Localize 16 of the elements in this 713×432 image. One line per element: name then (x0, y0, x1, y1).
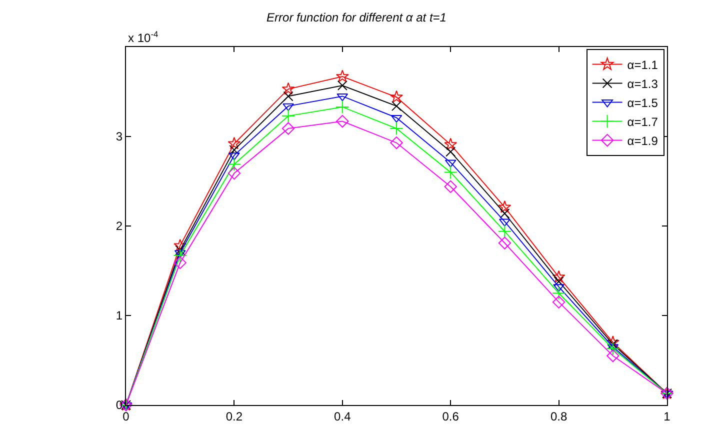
y-tick-label: 1 (116, 308, 123, 323)
x-tick-label: 0.6 (442, 409, 460, 424)
legend-label: α=1.5 (627, 96, 658, 110)
y-tick-label: 3 (116, 130, 123, 144)
legend-label: α=1.7 (627, 114, 658, 129)
legend-label: α=1.9 (627, 134, 658, 148)
text: x 10$^{-4}$ (128, 29, 158, 46)
legend-label: α=1.1 (627, 58, 658, 72)
x-tick-label: 0.2 (226, 409, 243, 424)
x-tick-label: 0.8 (550, 409, 568, 424)
legend-label: α=1.3 (627, 76, 658, 91)
x-tick-label: 0.4 (334, 409, 352, 424)
y-tick-label: 0 (116, 398, 123, 412)
chart-title: Error function for different α at t=1 (266, 10, 446, 24)
x-tick-label: 1 (664, 409, 671, 424)
y-tick-label: 2 (116, 219, 123, 234)
